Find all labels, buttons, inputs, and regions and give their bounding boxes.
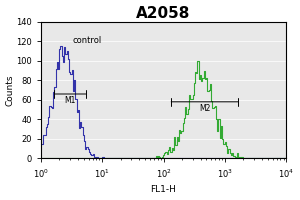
X-axis label: FL1-H: FL1-H (151, 185, 176, 194)
Text: control: control (73, 36, 102, 45)
Y-axis label: Counts: Counts (6, 74, 15, 106)
Title: A2058: A2058 (136, 6, 191, 21)
Text: M2: M2 (199, 104, 210, 113)
Text: M1: M1 (64, 96, 76, 105)
